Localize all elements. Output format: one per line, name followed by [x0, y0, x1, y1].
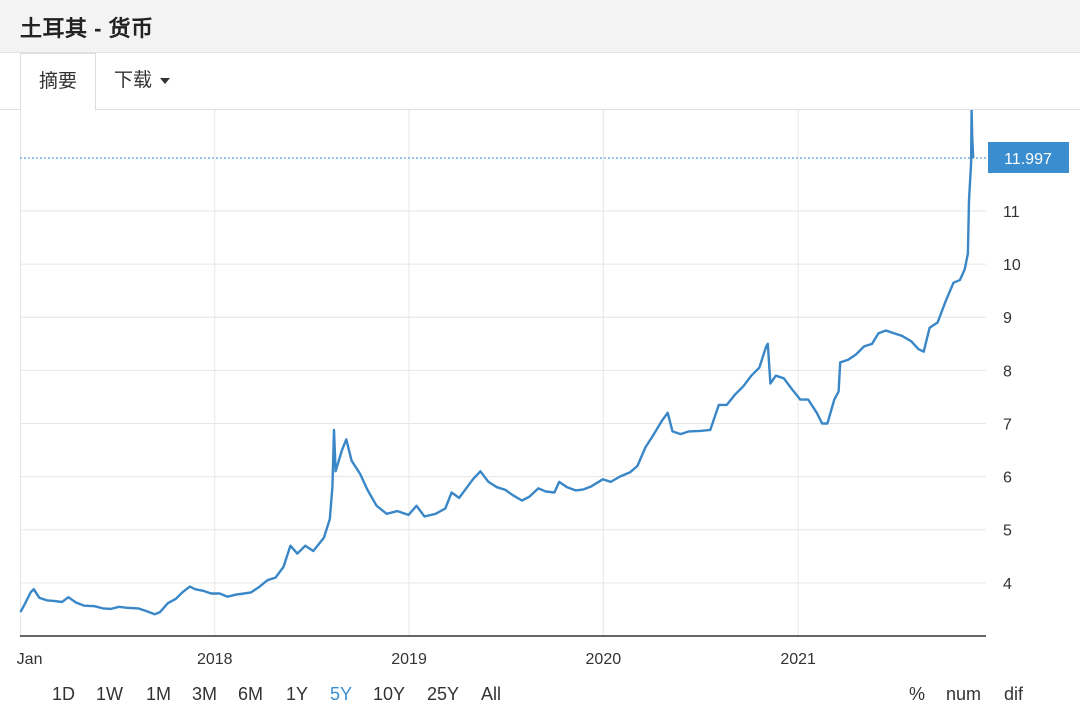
range-button-5y[interactable]: 5Y — [330, 684, 353, 704]
range-button-6m[interactable]: 6M — [238, 684, 264, 704]
range-button-3m[interactable]: 3M — [192, 684, 218, 704]
y-tick-label: 8 — [1003, 363, 1012, 380]
x-tick-label: 2018 — [197, 651, 233, 668]
range-button-1w[interactable]: 1W — [96, 684, 123, 704]
y-tick-label: 9 — [1003, 310, 1012, 327]
y-tick-label: 10 — [1003, 257, 1021, 274]
range-button-10y[interactable]: 10Y — [373, 684, 406, 704]
series-line — [19, 108, 975, 616]
mode-button-percent[interactable]: % — [909, 684, 926, 704]
line-chart: 4 5 6 7 8 9 10 11 Jan 2018 2019 2020 2021 11.997 — [17, 108, 1069, 668]
y-tick-label: 7 — [1003, 416, 1012, 433]
x-tick-label: 2020 — [586, 651, 622, 668]
page-title: 土耳其 - 货币 — [20, 16, 154, 41]
y-tick-label: 11 — [1003, 204, 1020, 221]
x-tick-label: 2019 — [391, 651, 427, 668]
mode-button-num[interactable]: num — [946, 684, 982, 704]
y-tick-label: 5 — [1003, 523, 1012, 540]
y-tick-label: 6 — [1003, 470, 1012, 487]
mode-button-dif[interactable]: dif — [1004, 684, 1024, 704]
last-value-badge — [988, 141, 1069, 173]
range-button-all[interactable]: All — [481, 684, 502, 704]
chart-area[interactable]: 4 5 6 7 8 9 10 11 Jan 2018 2019 2020 2021 11.997 — [0, 108, 1080, 716]
tab-summary[interactable]: 摘要 — [20, 53, 97, 111]
last-value-label: 11.997 — [1004, 151, 1052, 168]
tab-download-label: 下载 — [114, 70, 153, 91]
tab-download[interactable]: 下载 — [96, 53, 188, 109]
caret-down-icon — [160, 77, 171, 84]
range-button-1m[interactable]: 1M — [146, 684, 172, 704]
x-tick-label: Jan — [17, 651, 43, 668]
range-button-25y[interactable]: 25Y — [427, 684, 460, 704]
tab-bar: 摘要 下载 — [0, 53, 1080, 111]
page-header: 土耳其 - 货币 — [0, 0, 1080, 53]
range-selector: 1D 1W 1M 3M 6M 1Y 5Y 10Y 25Y All% num dif — [0, 684, 1080, 710]
x-tick-label: 2021 — [780, 651, 816, 668]
range-button-1y[interactable]: 1Y — [286, 684, 309, 704]
y-tick-label: 4 — [1003, 576, 1012, 593]
range-button-1d[interactable]: 1D — [52, 684, 76, 704]
